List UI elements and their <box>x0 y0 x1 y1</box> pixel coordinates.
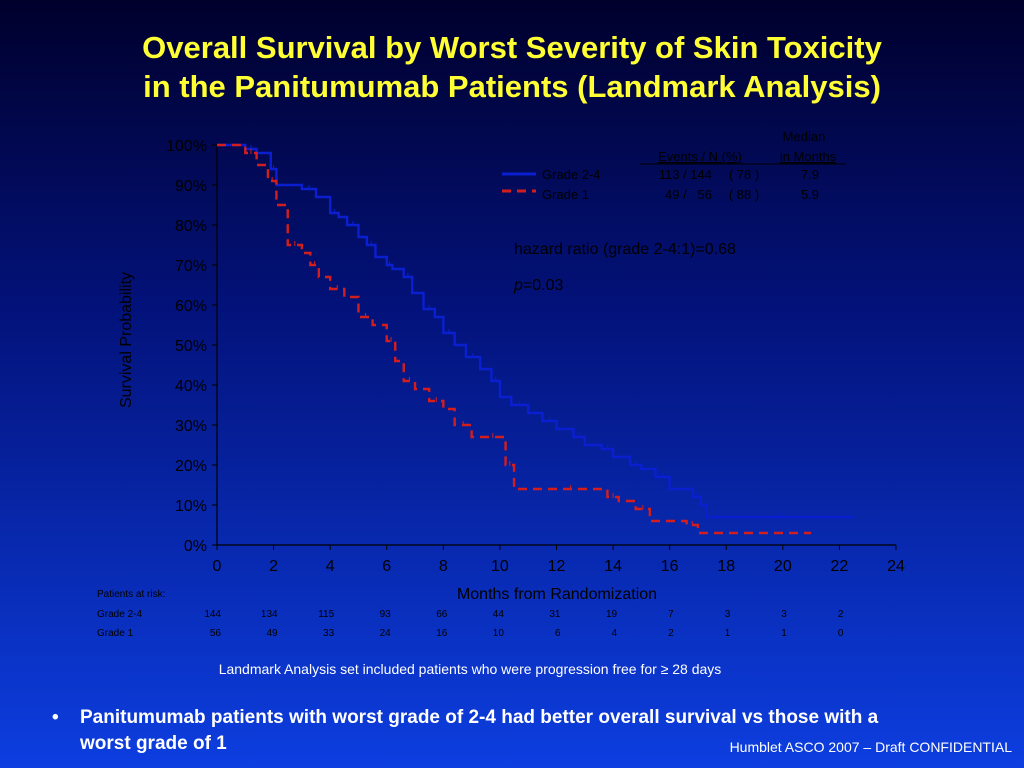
legend-label-grade-2-4: Grade 2-4 <box>542 167 601 182</box>
x-tick-label: 18 <box>717 558 735 575</box>
legend: Median Events / N (%) in Months Grade 2-… <box>502 129 846 202</box>
chart-ticks: 0%10%20%30%40%50%60%70%80%90%100%0 2 4 6 8 10… <box>166 138 905 575</box>
x-tick-label: 20 <box>774 558 792 575</box>
risk-value: 19 <box>606 609 618 620</box>
x-tick-label: 2 <box>269 558 278 575</box>
risk-value: 3 <box>725 609 731 620</box>
risk-value: 0 <box>838 628 844 639</box>
chart-series <box>217 143 854 535</box>
x-tick-label: 0 <box>213 558 222 575</box>
risk-value: 56 <box>210 628 222 639</box>
risk-value: 16 <box>436 628 448 639</box>
risk-value: 2 <box>838 609 844 620</box>
risk-value: 1 <box>781 628 787 639</box>
y-tick-label: 60% <box>175 298 207 315</box>
risk-value: 7 <box>668 609 674 620</box>
risk-value: 3 <box>781 609 787 620</box>
legend-label-grade-1: Grade 1 <box>542 187 589 202</box>
risk-value: 1 <box>725 628 731 639</box>
p-value-annotation: p=0.03 <box>513 277 563 294</box>
risk-value: 66 <box>436 609 448 620</box>
p-symbol: p <box>513 277 523 294</box>
x-tick-label: 12 <box>548 558 566 575</box>
risk-value: 10 <box>493 628 505 639</box>
legend-median-grade-2-4: 7.9 <box>801 167 819 182</box>
series-line-grade-2-4 <box>217 143 854 519</box>
x-tick-label: 16 <box>661 558 679 575</box>
legend-header-median-line2: in Months <box>780 149 837 164</box>
chart-axes <box>216 145 896 546</box>
legend-header-events: Events / N (%) <box>658 149 742 164</box>
title-line-1: Overall Survival by Worst Severity of Sk… <box>142 30 882 65</box>
bullet-symbol: • <box>52 707 59 728</box>
y-tick-label: 90% <box>175 178 207 195</box>
bullet-point: • Panitumumab patients with worst grade … <box>52 705 932 757</box>
risk-row-label-grade-1: Grade 1 <box>97 628 134 639</box>
legend-pct-grade-2-4: ( 78 ) <box>729 167 759 182</box>
risk-value: 144 <box>204 609 221 620</box>
y-tick-label: 80% <box>175 218 207 235</box>
legend-events-grade-2-4: 113 / 144 <box>659 167 712 182</box>
x-tick-label: 4 <box>326 558 335 575</box>
y-tick-label: 40% <box>175 378 207 395</box>
risk-value: 44 <box>493 609 505 620</box>
y-tick-label: 0% <box>184 538 207 555</box>
credit-line: Humblet ASCO 2007 – Draft CONFIDENTIAL <box>729 739 1012 755</box>
risk-value: 6 <box>555 628 561 639</box>
risk-value: 33 <box>323 628 335 639</box>
legend-header-median-line1: Median <box>783 129 826 144</box>
series-line-grade-1 <box>217 143 812 535</box>
risk-value: 31 <box>549 609 561 620</box>
risk-value: 49 <box>266 628 278 639</box>
risk-value: 134 <box>261 609 278 620</box>
risk-value: 93 <box>380 609 392 620</box>
y-tick-label: 30% <box>175 418 207 435</box>
y-tick-label: 50% <box>175 338 207 355</box>
title-line-2: in the Panitumumab Patients (Landmark An… <box>143 69 881 104</box>
y-axis-label: Survival Probability <box>118 272 135 408</box>
legend-median-grade-1: 5.9 <box>801 187 819 202</box>
x-tick-label: 8 <box>439 558 448 575</box>
p-value: =0.03 <box>523 277 564 294</box>
risk-value: 24 <box>380 628 392 639</box>
x-tick-label: 6 <box>382 558 391 575</box>
risk-value: 4 <box>612 628 618 639</box>
hazard-ratio-annotation: hazard ratio (grade 2-4:1)=0.68 <box>514 241 736 258</box>
risk-table: Patients at risk: Grade 2-4 Grade 1 144 1… <box>97 589 844 639</box>
risk-row-label-grade-2-4: Grade 2-4 <box>97 609 142 620</box>
x-tick-label: 10 <box>491 558 509 575</box>
y-tick-label: 100% <box>166 138 207 155</box>
risk-table-title: Patients at risk: <box>97 589 165 600</box>
slide-title: Overall Survival by Worst Severity of Sk… <box>0 28 1024 106</box>
bullet-text: Panitumumab patients with worst grade of… <box>80 707 879 754</box>
y-tick-label: 20% <box>175 458 207 475</box>
y-tick-label: 70% <box>175 258 207 275</box>
x-axis-label: Months from Randomization <box>457 586 657 603</box>
risk-value: 2 <box>668 628 674 639</box>
y-tick-label: 10% <box>175 498 207 515</box>
legend-pct-grade-1: ( 88 ) <box>729 187 759 202</box>
footnote: Landmark Analysis set included patients … <box>218 661 722 677</box>
legend-events-grade-1: 49 / 56 <box>665 187 712 202</box>
risk-value: 115 <box>318 609 334 620</box>
x-tick-label: 14 <box>604 558 622 575</box>
x-tick-label: 24 <box>887 558 905 575</box>
x-tick-label: 22 <box>831 558 849 575</box>
